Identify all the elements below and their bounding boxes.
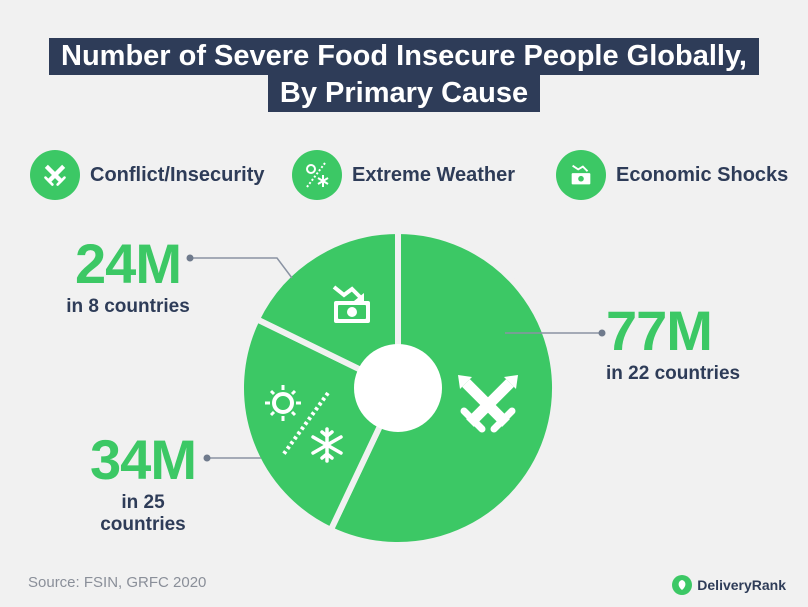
- legend-item-economic: Economic Shocks: [556, 150, 788, 200]
- countries-label-economic: in 8 countries: [66, 296, 190, 317]
- callout-conflict: 77M in 22 countries: [606, 303, 740, 385]
- chart-title: Number of Severe Food Insecure People Gl…: [0, 38, 808, 112]
- slice-economic: [253, 228, 401, 391]
- legend-label-conflict: Conflict/Insecurity: [90, 163, 265, 186]
- falling-money-icon: [556, 150, 606, 200]
- leaf-icon: [672, 575, 693, 595]
- leader-weather-dot: [203, 454, 211, 462]
- legend-label-economic: Economic Shocks: [616, 163, 789, 186]
- legend-item-conflict: Conflict/Insecurity: [30, 150, 264, 200]
- legend-item-weather: Extreme Weather: [292, 150, 515, 200]
- value-label-economic: 24M: [75, 232, 182, 295]
- source-note: Source: FSIN, GRFC 2020: [28, 574, 207, 591]
- countries-label-conflict: in 22 countries: [606, 363, 741, 384]
- brand-name: DeliveryRank: [697, 577, 786, 593]
- sun-snowflake-icon: [292, 150, 342, 200]
- value-label-weather: 34M: [90, 428, 197, 491]
- title-line-1: Number of Severe Food Insecure People Gl…: [49, 38, 759, 75]
- title-line-2: By Primary Cause: [267, 75, 541, 112]
- countries-label-weather: in 25 countries: [100, 492, 186, 535]
- legend-label-weather: Extreme Weather: [352, 163, 516, 186]
- leader-economic-dot: [186, 254, 194, 262]
- leader-conflict-dot: [598, 329, 606, 337]
- crossed-swords-icon: [458, 375, 518, 433]
- crossed-swords-icon: [30, 150, 80, 200]
- legend: Conflict/Insecurity Extreme Weather: [30, 150, 790, 202]
- callout-weather: 34M in 25 countries: [76, 432, 210, 536]
- sun-snowflake-icon: [265, 385, 343, 463]
- brand-logo: DeliveryRank: [672, 575, 786, 595]
- value-label-conflict: 77M: [606, 299, 713, 362]
- donut-center-hole: [354, 344, 442, 432]
- falling-money-icon: [332, 285, 370, 323]
- leader-economic: [190, 257, 293, 279]
- slice-conflict: [327, 228, 558, 548]
- callout-economic: 24M in 8 countries: [64, 236, 192, 318]
